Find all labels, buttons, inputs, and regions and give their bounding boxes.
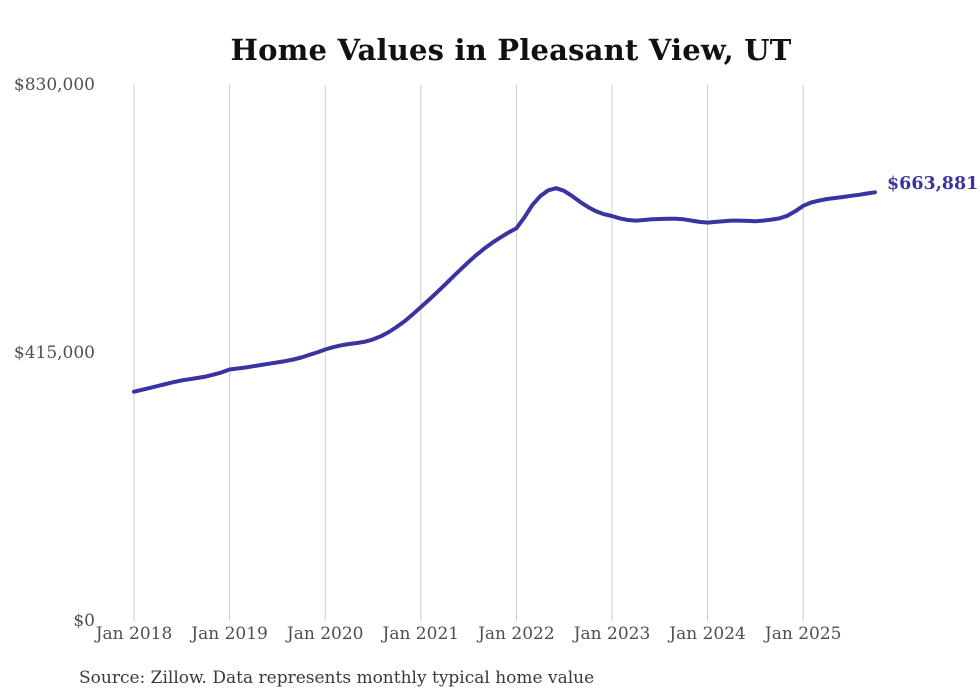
x-axis-tick-jan-2025: Jan 2025 — [764, 624, 842, 644]
source-attribution: Source: Zillow. Data represents monthly … — [79, 668, 595, 688]
y-axis-tick-0: $0 — [73, 611, 95, 631]
x-axis-tick-jan-2022: Jan 2022 — [478, 624, 555, 644]
x-axis-tick-jan-2018: Jan 2018 — [95, 624, 173, 644]
x-axis-tick-jan-2023: Jan 2023 — [573, 624, 651, 644]
home-value-series-line — [132, 186, 877, 394]
y-axis-tick-415000: $415,000 — [13, 343, 95, 363]
y-axis-tick-830000: $830,000 — [13, 75, 95, 95]
x-axis-tick-jan-2020: Jan 2020 — [286, 624, 364, 644]
x-axis-tick-jan-2024: Jan 2024 — [669, 624, 746, 644]
chart-title: Home Values in Pleasant View, UT — [230, 33, 792, 67]
x-axis-tick-jan-2021: Jan 2021 — [382, 624, 460, 644]
x-axis-tick-jan-2019: Jan 2019 — [191, 624, 268, 644]
latest-value-label: $663,881 — [887, 174, 979, 194]
